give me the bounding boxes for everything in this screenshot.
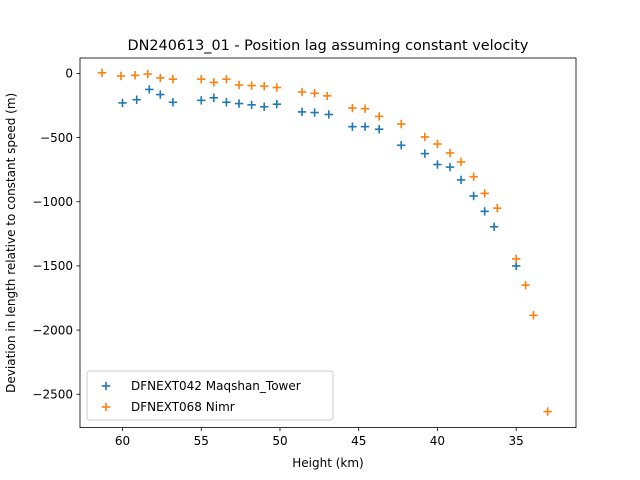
data-point — [156, 90, 165, 99]
data-point — [323, 91, 332, 101]
data-point — [118, 98, 127, 108]
data-point — [143, 69, 152, 79]
data-point — [456, 157, 466, 167]
data-point — [529, 311, 538, 320]
data-point — [374, 125, 384, 134]
data-point — [324, 110, 333, 119]
y-axis-ticks: 0 −500 −1000 −1500 −2000 −2500 — [32, 67, 80, 402]
data-point — [480, 189, 489, 198]
data-point — [489, 222, 499, 231]
data-point — [247, 100, 256, 110]
data-point — [445, 162, 455, 172]
y-axis-label: Deviation in length relative to constant… — [4, 93, 18, 393]
data-point — [247, 81, 256, 90]
legend-frame — [86, 370, 334, 421]
plot-area — [80, 58, 576, 428]
y-tick-label: −1500 — [32, 259, 73, 273]
chart-title: DN240613_01 - Position lag assuming cons… — [128, 38, 529, 54]
data-point — [310, 108, 319, 117]
legend: DFNEXT042 Maqshan_Tower DFNEXT068 Nimr — [86, 370, 334, 421]
data-point — [469, 191, 478, 201]
data-point — [456, 175, 466, 185]
data-point — [234, 99, 244, 108]
data-point — [360, 122, 370, 131]
y-tick-label: −500 — [40, 131, 73, 145]
data-point — [469, 172, 478, 181]
x-tick-label: 40 — [430, 434, 445, 448]
data-point — [480, 207, 489, 216]
x-tick-label: 55 — [194, 434, 209, 448]
data-point — [493, 203, 502, 213]
data-point — [260, 102, 269, 111]
data-point — [209, 78, 219, 87]
y-tick-label: 0 — [65, 67, 73, 81]
data-point — [260, 82, 269, 91]
data-point — [297, 107, 307, 117]
data-point — [374, 112, 384, 121]
legend-marker-nimr — [101, 402, 111, 412]
data-point — [397, 119, 406, 129]
data-point — [433, 139, 442, 149]
y-tick-label: −2000 — [32, 323, 73, 337]
data-point — [222, 74, 231, 84]
data-point — [197, 96, 206, 105]
data-point — [197, 74, 206, 84]
legend-marker-maqshan-tower — [101, 381, 111, 391]
data-point — [97, 68, 107, 77]
data-point — [272, 83, 282, 92]
y-tick-label: −1000 — [32, 195, 73, 209]
legend-marker-glyph — [101, 402, 111, 412]
series-0 — [118, 85, 521, 271]
data-point — [397, 141, 406, 150]
data-point — [156, 73, 165, 83]
data-point — [420, 149, 430, 158]
data-point — [348, 103, 357, 113]
legend-marker-glyph — [101, 381, 111, 391]
legend-label-nimr: DFNEXT068 Nimr — [131, 400, 235, 414]
plot-frame — [79, 57, 577, 429]
x-tick-label: 60 — [115, 434, 130, 448]
data-point — [297, 87, 307, 97]
x-tick-label: 35 — [509, 434, 524, 448]
data-point — [310, 89, 319, 98]
data-point — [130, 71, 140, 80]
x-axis-label: Height (km) — [292, 456, 363, 470]
data-marks — [97, 68, 552, 416]
data-point — [234, 80, 244, 90]
data-point — [145, 85, 154, 94]
data-point — [209, 93, 219, 102]
series-1 — [97, 68, 552, 416]
data-point — [132, 95, 141, 104]
data-point — [511, 254, 521, 264]
data-point — [272, 100, 282, 109]
data-point — [168, 74, 178, 84]
data-point — [521, 280, 530, 290]
y-tick-label: −2500 — [32, 388, 73, 402]
data-point — [222, 98, 231, 107]
data-point — [511, 261, 521, 271]
data-point — [116, 71, 126, 81]
data-point — [360, 104, 370, 113]
data-point — [445, 148, 455, 158]
x-axis-ticks: 60 55 50 45 40 35 — [115, 427, 524, 448]
data-point — [433, 160, 442, 169]
data-point — [543, 407, 552, 416]
x-tick-label: 50 — [272, 434, 287, 448]
x-tick-label: 45 — [351, 434, 366, 448]
data-point — [348, 122, 357, 131]
legend-label-maqshan-tower: DFNEXT042 Maqshan_Tower — [131, 379, 301, 393]
data-point — [420, 132, 430, 142]
data-point — [168, 98, 178, 107]
